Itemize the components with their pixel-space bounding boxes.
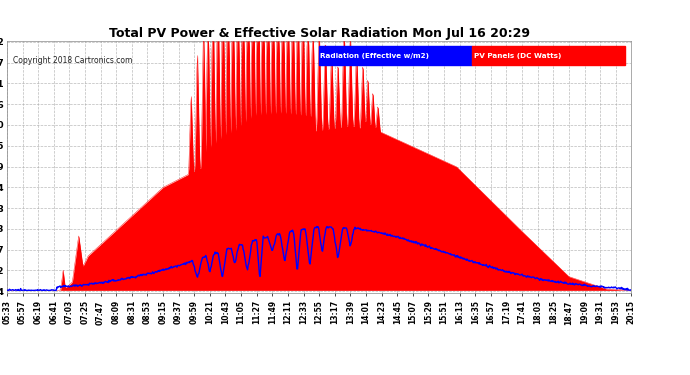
Bar [319, 46, 472, 65]
Text: Copyright 2018 Cartronics.com: Copyright 2018 Cartronics.com [13, 56, 132, 65]
Text: Radiation (Effective w/m2): Radiation (Effective w/m2) [320, 53, 429, 59]
Bar [472, 46, 625, 65]
Title: Total PV Power & Effective Solar Radiation Mon Jul 16 20:29: Total PV Power & Effective Solar Radiati… [108, 27, 530, 40]
Text: PV Panels (DC Watts): PV Panels (DC Watts) [474, 53, 562, 59]
